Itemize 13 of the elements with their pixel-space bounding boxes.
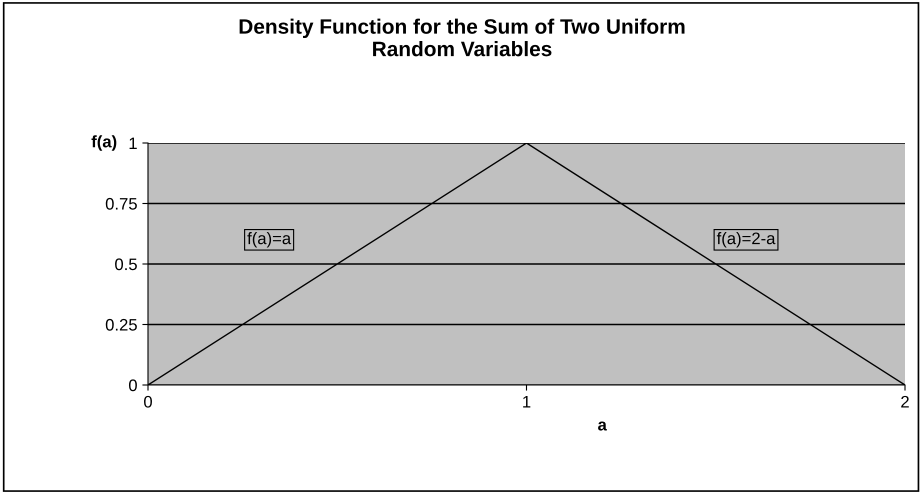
y-tick-label: 0.5 (115, 258, 137, 270)
annotation: f(a)=2-a (716, 232, 776, 248)
y-tick-label: 0.25 (106, 318, 137, 331)
y-tick-label: 1 (130, 138, 137, 150)
annotation: f(a)=a (247, 232, 292, 248)
y-tick-label: 0.75 (106, 198, 137, 210)
x-tick-label: 2 (901, 396, 909, 408)
y-tick-label: 0 (128, 379, 137, 392)
chart-title: Density Function for the Sum of Two Uniform Random Variables (240, 18, 684, 56)
x-tick-label: 0 (144, 396, 152, 408)
x-axis-title: a (598, 421, 607, 431)
y-axis-title: f(a) (92, 135, 116, 151)
x-tick-label: 1 (523, 396, 530, 408)
